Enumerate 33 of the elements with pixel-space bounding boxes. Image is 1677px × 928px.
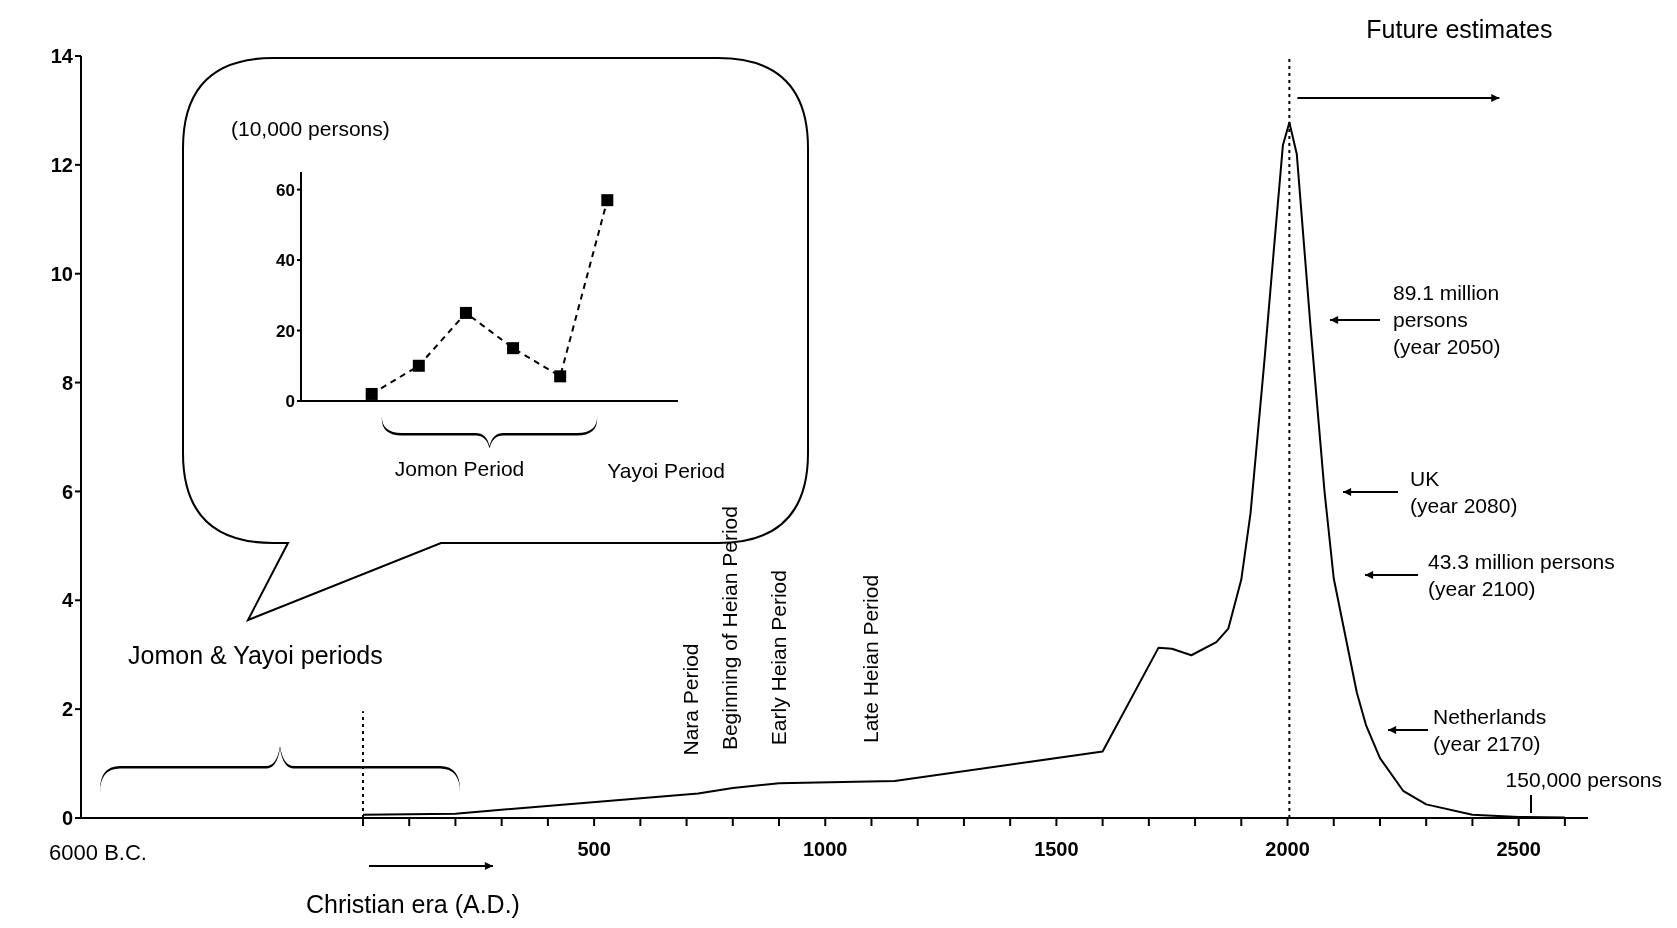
annotation: Nara Period [679, 643, 703, 756]
y-tick-label: 10 [50, 262, 73, 285]
y-tick-label: 20 [276, 321, 295, 341]
y-tick-label: 0 [285, 392, 295, 412]
y-tick-label: 14 [50, 45, 74, 68]
y-tick-label: 0 [61, 807, 73, 830]
annotation: Jomon & Yayoi periods [128, 641, 383, 669]
x-tick-label: 1500 [1034, 838, 1079, 861]
y-tick-label: 60 [276, 180, 295, 200]
y-tick-label: 40 [276, 251, 295, 271]
x-tick-label: 2500 [1496, 838, 1541, 861]
text: 6000 B.C. [49, 840, 147, 865]
annotation: Yayoi Period [607, 459, 725, 482]
annotation: Late Heian Period [859, 574, 883, 743]
x-tick-label: 2000 [1265, 838, 1310, 861]
y-tick-label: 2 [61, 698, 73, 721]
annotation: 43.3 million persons (year 2100) [1428, 549, 1615, 600]
annotation: Jomon Period [394, 457, 525, 480]
x-tick-label: 1000 [803, 838, 848, 861]
y-tick-label: 8 [61, 371, 73, 394]
y-tick-label: 4 [61, 589, 74, 612]
annotation: UK (year 2080) [1410, 466, 1518, 517]
text: Christian era (A.D.) [306, 890, 520, 918]
y-tick-label: 12 [50, 153, 73, 176]
annotation: Early Heian Period [767, 570, 791, 746]
x-tick-label: 500 [577, 838, 611, 861]
annotation: Netherlands (year 2170) [1433, 704, 1547, 755]
y-axis-title: (10,000 persons) [231, 117, 390, 140]
annotation: 150,000 persons [1505, 768, 1662, 791]
annotation: 89.1 million persons (year 2050) [1393, 281, 1501, 358]
y-tick-label: 6 [61, 480, 73, 503]
text: Future estimates [1366, 15, 1553, 43]
annotation: Beginning of Heian Period [718, 506, 742, 751]
